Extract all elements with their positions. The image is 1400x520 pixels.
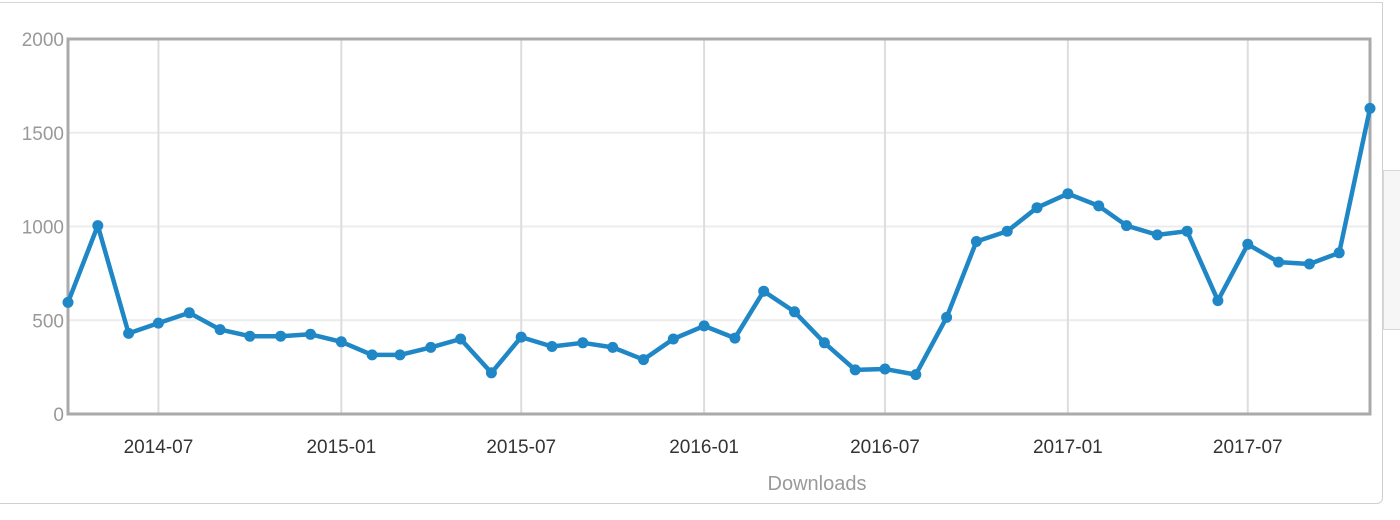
data-point[interactable]	[305, 328, 316, 340]
data-point[interactable]	[1062, 188, 1074, 200]
data-point[interactable]	[152, 317, 164, 329]
data-point[interactable]	[123, 327, 135, 339]
data-point[interactable]	[758, 285, 770, 297]
series-line	[65, 106, 1373, 377]
data-point[interactable]	[849, 364, 861, 376]
x-tick-label: 2016-07	[850, 437, 920, 458]
data-point[interactable]	[515, 331, 527, 343]
data-point[interactable]	[970, 236, 982, 247]
data-point[interactable]	[879, 363, 891, 375]
data-point[interactable]	[366, 349, 378, 361]
x-tick-label: 2015-07	[486, 437, 556, 458]
x-tick-label: 2017-07	[1213, 437, 1283, 458]
data-point[interactable]	[62, 296, 74, 308]
data-point[interactable]	[607, 341, 619, 353]
y-tick-label: 500	[32, 311, 64, 332]
data-point[interactable]	[425, 341, 437, 353]
data-point[interactable]	[818, 337, 830, 349]
y-tick-label: 2000	[22, 30, 64, 51]
data-point[interactable]	[1151, 229, 1163, 241]
data-point[interactable]	[1303, 258, 1315, 270]
side-panel-edge	[1383, 170, 1400, 330]
plot-area-border	[66, 37, 1372, 416]
data-point[interactable]	[577, 337, 589, 349]
data-point[interactable]	[244, 330, 256, 342]
y-tick-label: 1500	[22, 124, 64, 145]
x-axis-label: Downloads	[768, 473, 867, 495]
data-point[interactable]	[92, 220, 104, 232]
x-tick-label: 2016-01	[669, 437, 739, 458]
data-point[interactable]	[485, 367, 497, 379]
data-point[interactable]	[667, 333, 679, 345]
data-point[interactable]	[729, 332, 741, 344]
data-point[interactable]	[1121, 220, 1132, 232]
x-tick-label: 2015-01	[306, 437, 376, 458]
data-point[interactable]	[394, 349, 406, 361]
data-point[interactable]	[1333, 247, 1345, 259]
data-point[interactable]	[910, 369, 922, 381]
data-point[interactable]	[335, 336, 347, 348]
data-point[interactable]	[1212, 295, 1224, 307]
data-point[interactable]	[1181, 225, 1193, 237]
data-point[interactable]	[789, 306, 800, 318]
data-point[interactable]	[941, 311, 953, 323]
data-point[interactable]	[1093, 200, 1105, 212]
x-tick-label: 2017-01	[1033, 437, 1103, 458]
y-tick-label: 1000	[22, 218, 64, 239]
data-point[interactable]	[275, 330, 287, 342]
data-point[interactable]	[1001, 225, 1013, 237]
y-axis-ticks: 0 500 1000 1500 2000	[22, 30, 64, 426]
data-point[interactable]	[1273, 256, 1285, 268]
data-point[interactable]	[638, 354, 649, 366]
data-point[interactable]	[546, 341, 558, 352]
x-tick-label: 2014-07	[124, 437, 194, 458]
x-gridlines	[157, 39, 1249, 414]
x-axis-ticks: 2014-07 2015-01 2015-07 2016-01 2016-07 2017-…	[124, 437, 1283, 458]
data-point[interactable]	[1242, 238, 1254, 250]
series-points	[62, 102, 1376, 381]
data-point[interactable]	[183, 307, 195, 319]
y-tick-label: 0	[53, 405, 64, 426]
data-point[interactable]	[214, 324, 226, 336]
chart-card	[0, 2, 1383, 504]
y-gridlines	[68, 38, 1370, 415]
data-point[interactable]	[1031, 202, 1043, 214]
data-point[interactable]	[698, 320, 710, 332]
data-point[interactable]	[1364, 102, 1376, 114]
data-point[interactable]	[455, 333, 467, 345]
